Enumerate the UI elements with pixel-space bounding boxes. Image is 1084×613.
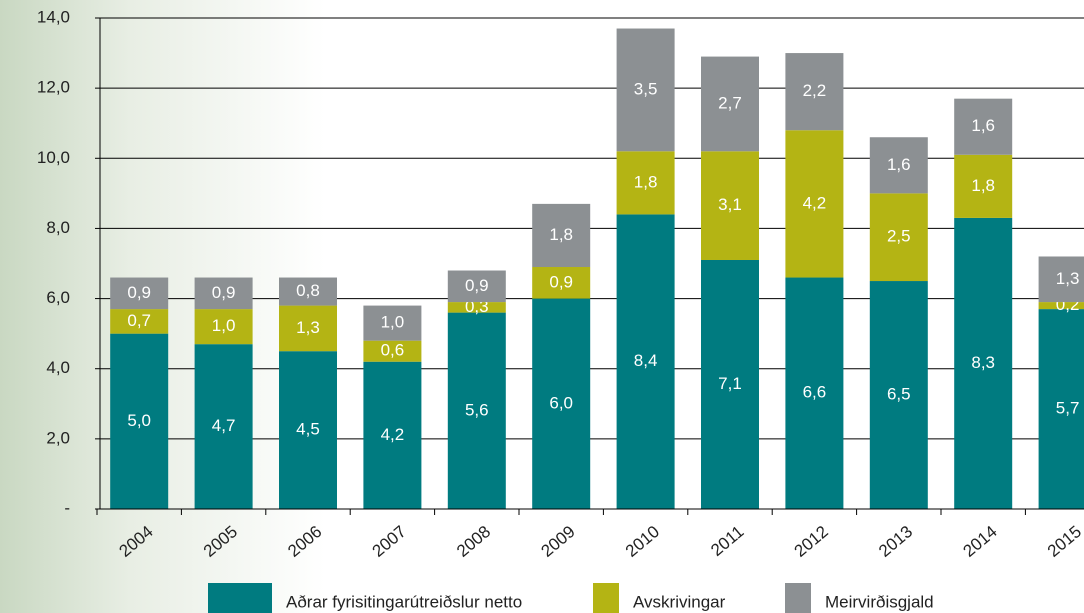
bar-segment: [363, 305, 422, 341]
value-label: 1,6: [887, 155, 911, 174]
y-tick-label: 4,0: [46, 358, 70, 377]
value-label: 4,5: [296, 420, 320, 439]
value-label: 1,8: [549, 225, 573, 244]
value-label: 1,8: [971, 176, 995, 195]
value-label: 1,3: [1056, 269, 1080, 288]
value-label: 4,7: [212, 416, 236, 435]
value-label: 8,3: [971, 353, 995, 372]
value-label: 0,9: [549, 272, 573, 291]
bar-segment: [785, 130, 844, 278]
value-label: 1,3: [296, 318, 320, 337]
bar-segment: [532, 267, 591, 299]
value-label: 1,0: [212, 316, 236, 335]
bar-segment: [447, 270, 506, 303]
bar-segment: [447, 312, 506, 509]
bar-segment: [532, 298, 591, 509]
bar-segment: [194, 277, 253, 310]
bar-segment: [279, 277, 337, 306]
value-label: 0,8: [296, 281, 320, 300]
bar-segment: [616, 214, 675, 509]
value-label: 3,1: [718, 195, 742, 214]
y-tick-label: 2,0: [46, 428, 70, 447]
value-label: 0,9: [465, 276, 489, 295]
bar-segment: [701, 259, 759, 509]
bar-segment: [110, 333, 169, 509]
bar-segment: [954, 154, 1013, 218]
bar-segment: [279, 351, 337, 509]
value-label: 0,6: [381, 341, 405, 360]
y-tick-label: 10,0: [37, 148, 70, 167]
bar-segment: [954, 217, 1013, 509]
value-label: 1,6: [971, 116, 995, 135]
bar-segment: [363, 340, 422, 362]
value-label: 6,6: [803, 383, 827, 402]
legend-label: Meirvirðisgjald: [825, 592, 934, 611]
bar-segment: [785, 53, 844, 131]
value-label: 8,4: [634, 351, 658, 370]
bar-segment: [110, 277, 169, 310]
value-label: 0,9: [127, 283, 151, 302]
bar-segment: [869, 281, 928, 509]
value-label: 4,2: [381, 425, 405, 444]
bar-segment: [110, 309, 169, 334]
value-label: 1,0: [381, 313, 405, 332]
value-label: 5,6: [465, 400, 489, 419]
y-tick-label: 14,0: [37, 7, 70, 26]
legend-swatch: [785, 583, 811, 613]
value-label: 3,5: [634, 79, 658, 98]
bar-segment: [954, 98, 1013, 155]
bar-segment: [363, 361, 422, 509]
bar-segment: [1038, 309, 1084, 509]
bar-segment: [447, 302, 506, 313]
value-label: 2,5: [887, 227, 911, 246]
bar-segment: [701, 56, 759, 152]
bar-segment: [194, 344, 253, 509]
bar-segment: [279, 305, 337, 352]
value-label: 6,0: [549, 393, 573, 412]
legend-label: Avskrivingar: [633, 592, 726, 611]
value-label: 7,1: [718, 374, 742, 393]
value-label: 2,2: [803, 81, 827, 100]
y-tick-label: 6,0: [46, 288, 70, 307]
value-label: 1,8: [634, 172, 658, 191]
value-label: 5,0: [127, 411, 151, 430]
bar-segment: [616, 28, 675, 152]
legend-swatch: [593, 583, 619, 613]
y-tick-label: 8,0: [46, 218, 70, 237]
value-label: 4,2: [803, 193, 827, 212]
bar-segment: [869, 137, 928, 194]
legend-label: Aðrar fyrisitingarútreiðslur netto: [286, 592, 522, 611]
bar-segment: [1038, 302, 1084, 310]
y-tick-label: 12,0: [37, 78, 70, 97]
value-label: 2,7: [718, 93, 742, 112]
bar-segment: [785, 277, 844, 509]
value-label: 0,7: [127, 311, 151, 330]
value-label: 0,9: [212, 283, 236, 302]
value-label: 5,7: [1056, 399, 1080, 418]
bar-segment: [532, 203, 591, 268]
y-tick-label: -: [64, 498, 70, 517]
bar-segment: [616, 151, 675, 215]
legend-swatch: [208, 583, 272, 613]
bar-segment: [869, 193, 928, 282]
value-label: 6,5: [887, 385, 911, 404]
bar-segment: [194, 309, 253, 345]
bar-segment: [1038, 256, 1084, 303]
bar-segment: [701, 151, 759, 260]
